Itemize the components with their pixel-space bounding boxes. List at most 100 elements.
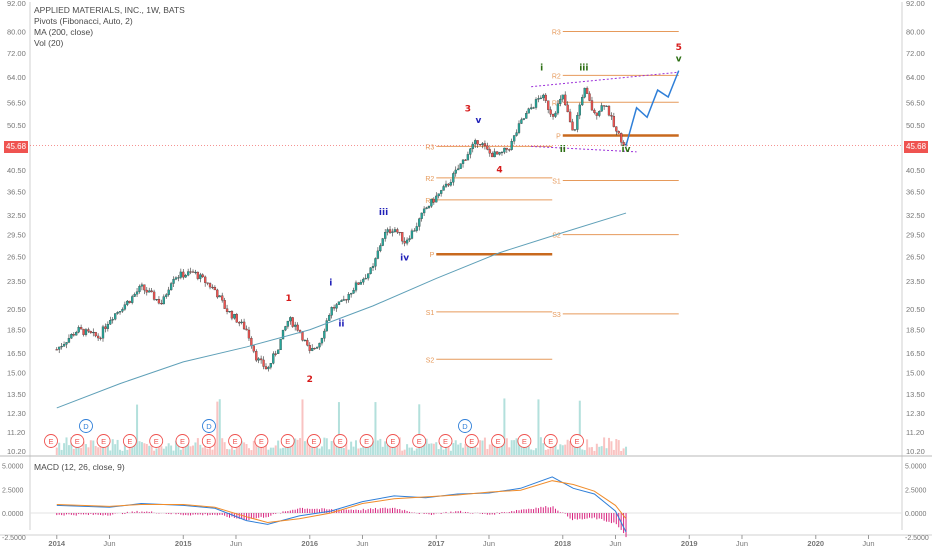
event-marker-5	[149, 434, 164, 448]
event-marker-16	[385, 434, 400, 448]
event-marker-12	[307, 434, 321, 448]
volume-bar-37	[145, 443, 148, 455]
candle-body-49	[174, 277, 178, 280]
price-tick-left-0: 92.00	[7, 0, 26, 8]
candle-body-177	[486, 145, 489, 150]
pivot-label-0-5: S2	[426, 357, 435, 364]
indicator-pivots[interactable]: Pivots (Fibonacci, Auto, 2)	[34, 16, 133, 26]
volume-bar-82	[255, 443, 258, 455]
volume-bar-111	[325, 438, 328, 455]
volume-bar-62	[206, 448, 209, 455]
candle-body-212	[571, 121, 574, 131]
candle-body-90	[274, 353, 277, 355]
candle-body-88	[269, 363, 273, 368]
candle-body-116	[337, 301, 341, 305]
price-tick-left-14: 18.50	[7, 326, 26, 335]
candle-body-206	[556, 103, 560, 114]
volume-bar-72	[230, 443, 233, 455]
candle-body-28	[123, 304, 127, 310]
indicator-vol[interactable]: Vol (20)	[34, 38, 64, 48]
volume-bar-147	[413, 450, 416, 455]
volume-bar-29	[126, 449, 129, 455]
candle-body-99	[296, 324, 299, 331]
volume-bar-197	[535, 448, 538, 455]
volume-bar-227	[607, 437, 610, 455]
volume-bar-179	[491, 442, 494, 455]
candle-body-1	[58, 346, 61, 350]
candle-body-215	[578, 104, 581, 116]
volume-bar-142	[401, 450, 404, 455]
candle-body-35	[140, 284, 144, 287]
volume-bar-157	[437, 449, 440, 455]
volume-bar-80	[250, 450, 253, 455]
volume-bar-115	[335, 440, 338, 455]
candle-body-171	[471, 143, 474, 150]
candle-body-173	[476, 140, 479, 145]
price-tick-right-10: 29.50	[906, 231, 925, 240]
candle-body-182	[498, 152, 501, 155]
volume-bar-234	[625, 446, 628, 455]
candle-body-179	[491, 153, 494, 158]
candle-body-29	[126, 300, 129, 305]
candle-body-12	[84, 329, 88, 335]
candle-body-221	[593, 109, 596, 113]
volume-bar-195	[530, 449, 533, 455]
event-marker-label-17: E	[417, 437, 422, 446]
volume-bar-189	[515, 438, 518, 455]
volume-bar-4	[65, 437, 68, 455]
candle-body-136	[386, 229, 389, 233]
event-marker-15	[458, 419, 472, 433]
candle-body-80	[250, 337, 253, 346]
candle-body-121	[349, 293, 353, 295]
candle-body-133	[379, 245, 382, 252]
macd-tick-left-3: -2.5000	[2, 535, 26, 542]
candle-body-162	[449, 182, 453, 186]
price-tick-left-18: 12.30	[7, 409, 26, 418]
candle-body-21	[106, 324, 110, 329]
macd-tick-right-3: -2.5000	[905, 535, 929, 542]
pivot-label-0-2: R1	[425, 198, 434, 205]
pivot-label-1-2: R1	[552, 100, 561, 107]
candle-body-195	[530, 107, 533, 109]
macd-legend[interactable]: MACD (12, 26, close, 9)	[34, 462, 125, 472]
volume-bar-88	[269, 447, 272, 455]
volume-bar-17	[97, 447, 100, 455]
volume-bar-92	[279, 448, 282, 455]
price-tick-right-16: 15.00	[906, 368, 925, 377]
volume-bar-143	[403, 449, 406, 455]
candle-body-142	[401, 232, 404, 242]
wave-label-9: i	[540, 64, 543, 74]
candle-body-45	[165, 294, 168, 297]
candle-body-222	[595, 112, 598, 116]
volume-bar-134	[381, 446, 384, 455]
volume-bar-14	[89, 440, 92, 455]
volume-bar-46	[167, 443, 170, 455]
volume-bar-96	[289, 441, 292, 455]
candle-body-106	[313, 348, 316, 350]
volume-bar-200	[542, 443, 545, 455]
candle-body-209	[564, 94, 567, 106]
price-tick-left-16: 15.00	[7, 368, 26, 377]
candle-body-51	[179, 271, 182, 278]
candle-body-81	[252, 345, 255, 352]
candle-body-193	[525, 113, 528, 119]
candle-body-78	[245, 328, 248, 331]
volume-bar-45	[165, 446, 168, 455]
candle-body-57	[194, 271, 197, 274]
volume-bar-38	[148, 445, 151, 455]
event-marker-label-14: E	[364, 437, 369, 446]
volume-bar-177	[486, 448, 489, 455]
candle-body-63	[208, 283, 212, 288]
candle-body-24	[114, 313, 117, 320]
candle-body-211	[568, 111, 572, 123]
volume-bar-39	[150, 441, 153, 455]
volume-bar-40	[153, 450, 156, 455]
indicator-ma[interactable]: MA (200, close)	[34, 27, 94, 37]
pivot-label-1-1: R2	[552, 73, 561, 80]
volume-bar-98	[294, 438, 297, 455]
volume-bar-203	[549, 444, 552, 455]
candle-body-219	[588, 93, 591, 101]
candle-body-82	[255, 351, 258, 361]
